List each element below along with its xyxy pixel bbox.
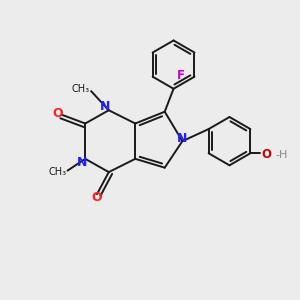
Text: N: N [100, 100, 110, 113]
Text: F: F [177, 69, 185, 82]
Text: CH₃: CH₃ [48, 167, 66, 177]
Text: O: O [262, 148, 272, 161]
Text: N: N [177, 132, 188, 145]
Text: O: O [52, 107, 63, 120]
Text: -H: -H [275, 150, 287, 160]
Text: O: O [92, 190, 102, 204]
Text: N: N [77, 156, 88, 169]
Text: CH₃: CH₃ [72, 84, 90, 94]
